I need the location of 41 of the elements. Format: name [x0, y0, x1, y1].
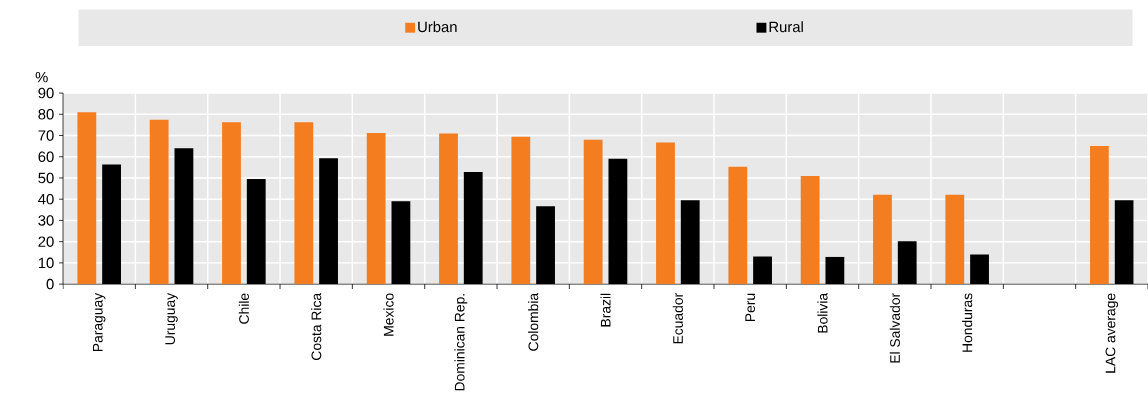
x-tick-label: Peru [745, 293, 756, 322]
y-tick-label: 20 [38, 236, 54, 247]
legend-label: Rural [769, 21, 803, 33]
x-tick-label: Dominican Rep. [454, 294, 468, 391]
bar [656, 142, 675, 285]
bar [222, 122, 241, 285]
y-tick-label: 0 [46, 278, 54, 290]
y-tick-label: 60 [38, 151, 54, 163]
x-tick-label: Uruguay [165, 292, 178, 345]
bar [945, 194, 965, 285]
y-tick-label: 10 [38, 257, 54, 269]
y-tick-label: 80 [38, 109, 54, 120]
x-tick-label: Chile [238, 293, 249, 324]
y-tick-label: 90 [38, 87, 54, 99]
bar [1090, 145, 1109, 285]
x-tick-label: Bolivia [817, 292, 828, 333]
x-tick-label: Honduras [962, 293, 973, 352]
x-tick-label: Mexico [383, 293, 394, 336]
bar [366, 133, 386, 285]
y-tick-label: 40 [38, 193, 54, 205]
x-tick-label: LAC average [1105, 293, 1119, 373]
x-tick-label: Costa Rica [311, 292, 322, 360]
x-tick-label: Paraguay [93, 292, 106, 352]
bar [294, 122, 314, 285]
y-axis-title: % [35, 71, 48, 83]
y-tick-label: 50 [38, 172, 54, 184]
x-tick-label: Brazil [600, 293, 611, 327]
bar [439, 133, 458, 285]
bar [728, 166, 748, 285]
y-tick-label: 30 [38, 215, 54, 226]
y-tick-label: 70 [38, 130, 54, 141]
x-tick-label: Ecuador [672, 293, 683, 344]
legend-label: Urban [418, 21, 457, 33]
bar [800, 176, 820, 285]
bar [583, 139, 603, 285]
bar [873, 194, 892, 285]
x-tick-label: Colombia [528, 292, 539, 351]
bar [511, 136, 531, 285]
bar [149, 119, 169, 285]
bar [77, 112, 97, 285]
x-tick-label: El Salvador [889, 293, 900, 363]
